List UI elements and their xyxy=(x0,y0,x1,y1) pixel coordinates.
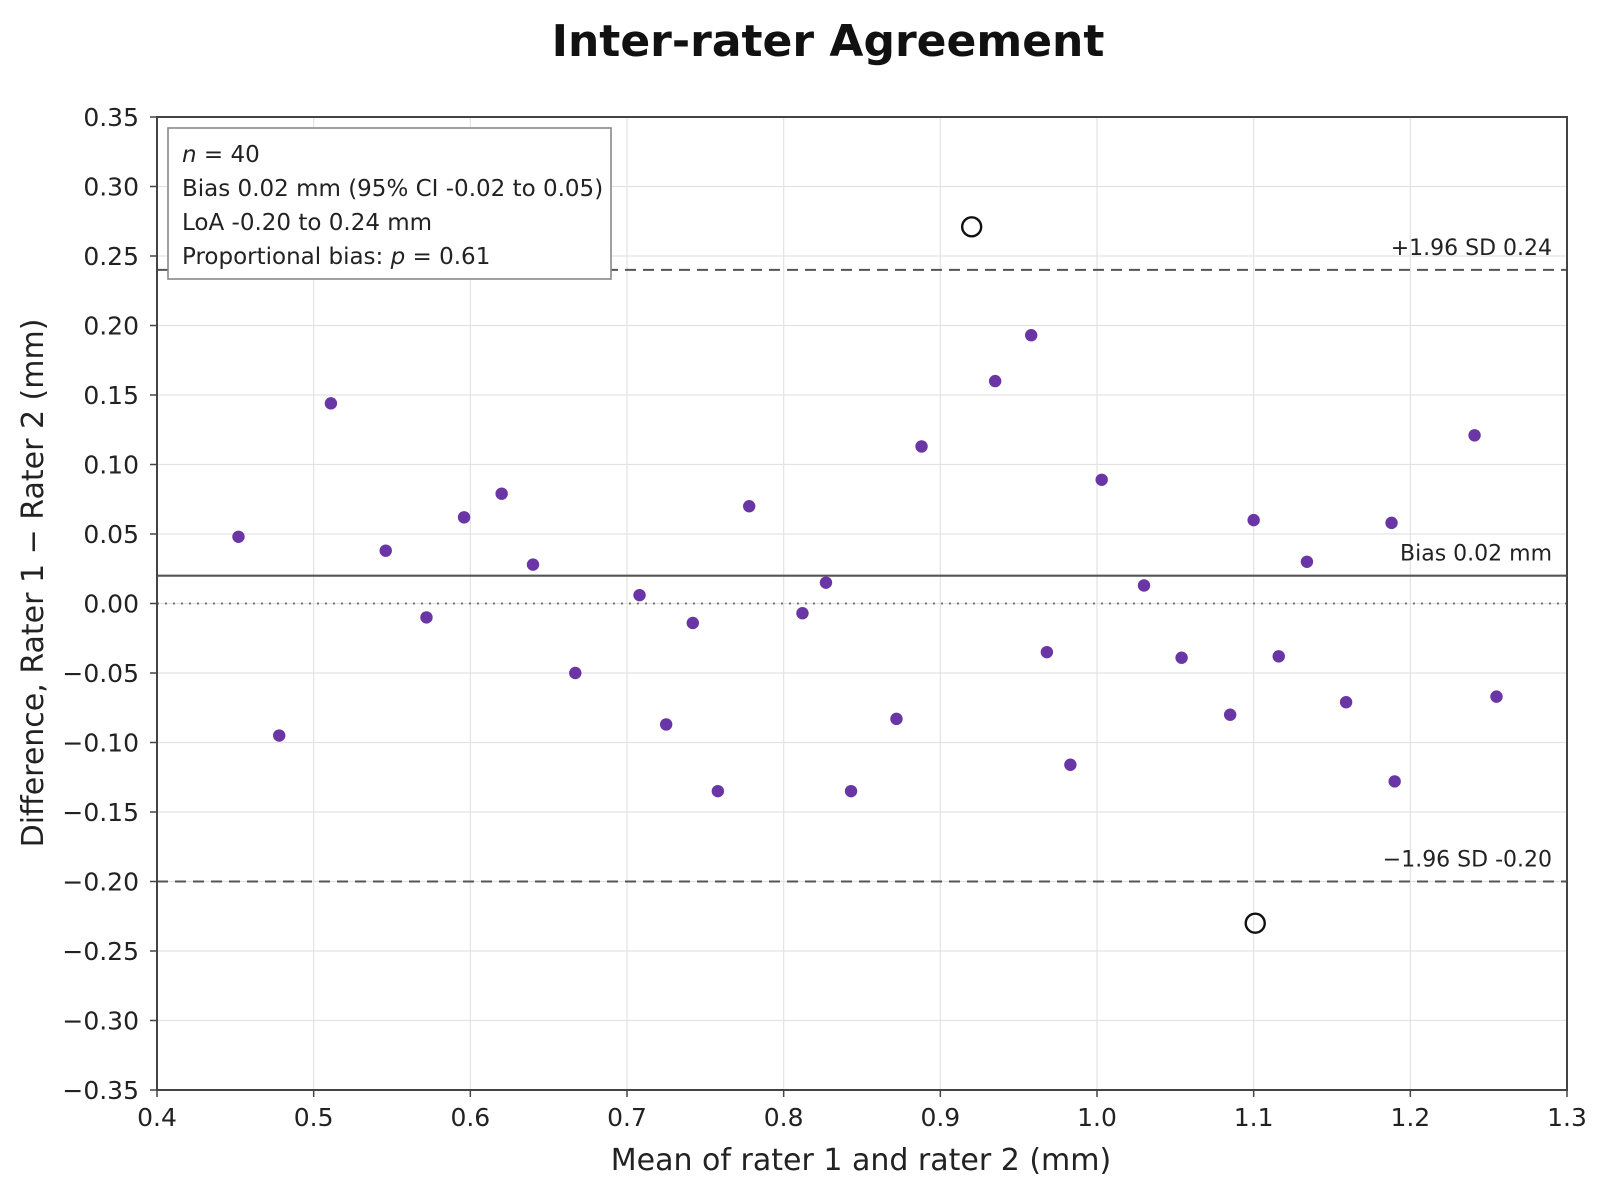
x-tick-label: 0.8 xyxy=(764,1103,804,1132)
data-point xyxy=(1490,690,1503,703)
stats-n: n = 40 xyxy=(182,142,260,168)
data-point xyxy=(659,718,673,731)
stats-prop-prefix: Proportional bias: xyxy=(182,244,391,270)
y-tick-label: −0.05 xyxy=(62,659,139,688)
bias-label: Bias 0.02 mm xyxy=(1400,542,1552,567)
data-point xyxy=(569,666,582,680)
data-point xyxy=(796,607,809,620)
y-tick-label: −0.25 xyxy=(62,937,139,966)
y-tick-label: 0.10 xyxy=(83,451,139,480)
y-tick-label: 0.05 xyxy=(83,520,139,549)
data-point xyxy=(711,784,725,798)
stats-box-frame xyxy=(167,127,612,280)
stats-bias: Bias 0.02 mm (95% CI -0.02 to 0.05) xyxy=(182,176,603,202)
upper_loa-label: +1.96 SD 0.24 xyxy=(1391,236,1552,261)
data-point xyxy=(420,611,433,624)
y-axis-label: Difference, Rater 1 − Rater 2 (mm) xyxy=(16,319,51,848)
data-point xyxy=(379,544,392,557)
stats-n-value: = 40 xyxy=(197,142,260,168)
data-point xyxy=(988,374,1002,388)
y-tick-label: −0.15 xyxy=(62,798,139,827)
x-tick-label: 1.2 xyxy=(1390,1103,1430,1132)
data-point xyxy=(1025,329,1038,342)
x-tick-label: 0.5 xyxy=(294,1103,334,1132)
x-tick-label: 0.4 xyxy=(137,1103,177,1132)
stats-p-value: = 0.61 xyxy=(405,244,490,270)
stats-box: n = 40 Bias 0.02 mm (95% CI -0.02 to 0.0… xyxy=(167,127,612,280)
data-point xyxy=(1339,695,1353,709)
data-point xyxy=(743,500,756,513)
data-points xyxy=(232,216,1503,934)
data-point xyxy=(1095,473,1108,486)
data-point xyxy=(457,511,471,524)
stats-proportional-bias: Proportional bias: p = 0.61 xyxy=(182,244,490,270)
data-point xyxy=(232,530,245,543)
data-point xyxy=(1040,645,1054,659)
x-tick-label: 1.0 xyxy=(1077,1103,1117,1132)
data-point xyxy=(1300,555,1314,568)
reference-lines xyxy=(157,268,1567,883)
data-point xyxy=(1388,775,1401,788)
x-tick-label: 0.7 xyxy=(607,1103,647,1132)
x-axis-label: Mean of rater 1 and rater 2 (mm) xyxy=(611,1143,1111,1178)
data-point xyxy=(686,616,699,630)
reference-line-labels: +1.96 SD 0.24 Bias 0.02 mm −1.96 SD -0.20 xyxy=(1383,236,1552,873)
lower_loa-label: −1.96 SD -0.20 xyxy=(1383,848,1552,873)
x-tick-label: 1.3 xyxy=(1547,1103,1587,1132)
data-point xyxy=(1247,513,1260,527)
data-point xyxy=(1223,708,1237,721)
data-point xyxy=(819,576,833,589)
data-point xyxy=(633,588,646,602)
outlier-point xyxy=(1244,912,1266,934)
stats-n-symbol: n xyxy=(182,142,197,168)
y-tick-label: −0.35 xyxy=(62,1076,139,1105)
data-point xyxy=(1468,429,1481,442)
y-tick-label: 0.20 xyxy=(83,312,139,341)
y-tick-label: −0.10 xyxy=(62,729,139,758)
y-tick-label: 0.30 xyxy=(83,173,139,202)
y-tick-label: −0.20 xyxy=(62,868,139,897)
data-point xyxy=(526,558,540,571)
data-point xyxy=(1064,758,1077,771)
x-tick-label: 0.6 xyxy=(450,1103,490,1132)
stats-loa: LoA -0.20 to 0.24 mm xyxy=(182,210,432,236)
chart-title: Inter-rater Agreement xyxy=(552,16,1105,67)
y-tick-label: 0.35 xyxy=(83,103,139,132)
y-tick-label: −0.30 xyxy=(62,1007,139,1036)
data-point xyxy=(1272,650,1285,663)
y-tick-label: 0.25 xyxy=(83,242,139,271)
data-point xyxy=(495,487,508,500)
x-axis-ticks: 0.4 0.5 0.6 0.7 0.8 0.9 1.0 1.1 1.2 1.3 xyxy=(137,1090,1587,1132)
data-point xyxy=(915,440,928,453)
data-point xyxy=(1137,579,1151,592)
x-tick-label: 0.9 xyxy=(920,1103,960,1132)
outlier-point xyxy=(960,216,983,238)
y-tick-label: 0.15 xyxy=(83,381,139,410)
data-point xyxy=(1175,651,1188,664)
y-axis-ticks: 0.35 0.30 0.25 0.20 0.15 0.10 0.05 0.00 −0.05 −0.… xyxy=(62,103,157,1105)
stats-p-symbol: p xyxy=(390,244,406,270)
data-point xyxy=(890,712,903,726)
data-point xyxy=(844,784,858,798)
data-point xyxy=(273,729,286,742)
x-tick-label: 1.1 xyxy=(1234,1103,1274,1132)
y-tick-label: 0.00 xyxy=(83,590,139,619)
data-point xyxy=(1385,516,1398,530)
data-point xyxy=(324,397,338,410)
